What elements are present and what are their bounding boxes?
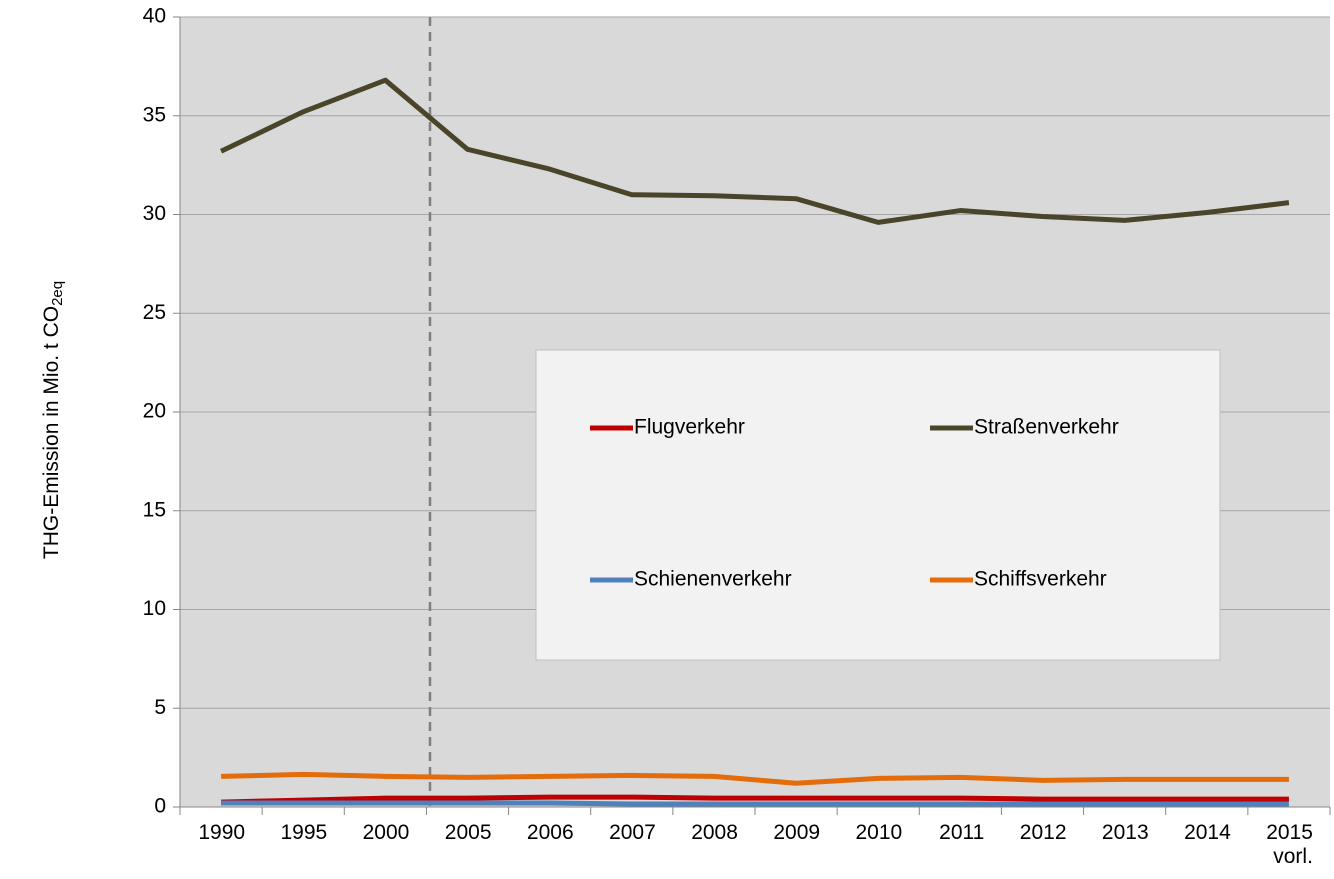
y-tick-label: 30 <box>143 202 166 225</box>
x-tick-label-box: 2008 <box>691 821 738 844</box>
x-tick-label: 2014 <box>1184 821 1231 844</box>
legend-label: Schienenverkehr <box>634 568 792 591</box>
x-tick-label: 2006 <box>526 821 574 844</box>
x-tick-label: 2005 <box>444 821 492 844</box>
series-line <box>221 771 1289 786</box>
y-tick-label: 5 <box>154 696 166 719</box>
legend: Flugverkehr Straßenverkehr Schienenverkehr… <box>590 416 1119 591</box>
x-tick-label-box: 2010 <box>855 821 903 844</box>
x-tick-label: 2015 vorl. <box>1266 821 1313 868</box>
x-tick-label-box: 2014 <box>1184 821 1231 844</box>
y-tick-label: 15 <box>143 498 166 521</box>
x-tick-label: 1990 <box>198 821 246 844</box>
x-tick-label: 2011 <box>939 821 985 844</box>
x-tick-label: 2000 <box>362 821 410 844</box>
x-tick-label-box: 2009 <box>773 821 821 844</box>
y-tick-label: 10 <box>143 597 166 620</box>
x-tick-label-box: 2007 <box>609 821 656 844</box>
legend-label: Straßenverkehr <box>974 416 1119 439</box>
x-tick-label: 2013 <box>1101 821 1149 844</box>
series-lines <box>219 77 1290 807</box>
y-tick-label: 35 <box>143 103 166 126</box>
x-tick-label-box: 2000 <box>362 821 410 844</box>
series-line <box>221 794 1289 805</box>
x-tick-label-box: 2005 <box>444 821 492 844</box>
x-tick-label-box: 2006 <box>526 821 574 844</box>
x-tick-label: 2008 <box>691 821 738 844</box>
x-tick-label-box: 2013 <box>1101 821 1149 844</box>
x-tick-label-box: 2011 <box>939 821 985 844</box>
x-tick-label: 1995 <box>280 821 328 844</box>
legend-label: Schiffsverkehr <box>974 568 1107 591</box>
y-axis-label-sub: 2eq <box>49 281 66 306</box>
series-line <box>219 77 1290 225</box>
x-tick-label-box: 1995 <box>280 821 328 844</box>
y-axis-label: THG-Emission in Mio. t CO2eq <box>40 281 66 559</box>
x-tick-label: 2010 <box>855 821 903 844</box>
y-tick-label: 25 <box>143 301 166 324</box>
x-tick-label-box: 1990 <box>198 821 246 844</box>
x-tick-label: 2009 <box>773 821 821 844</box>
series-line <box>221 800 1289 807</box>
x-tick-label-box: 2012 <box>1019 821 1067 844</box>
legend-box <box>535 349 1221 661</box>
y-tick-label: 20 <box>143 400 166 423</box>
x-tick-label-box: 2015 vorl. <box>1266 821 1313 868</box>
x-tick-label: 2012 <box>1019 821 1067 844</box>
legend-label: Flugverkehr <box>634 416 745 439</box>
y-tick-label: 0 <box>154 795 166 818</box>
x-tick-label: 2007 <box>609 821 656 844</box>
axes: 0 5 10 15 20 25 30 35 40 1990 1995 2000 2005 2006 2007… <box>143 5 1331 868</box>
y-axis-label-main: THG-Emission in Mio. t CO <box>40 306 63 559</box>
y-tick-label: 40 <box>143 5 166 28</box>
